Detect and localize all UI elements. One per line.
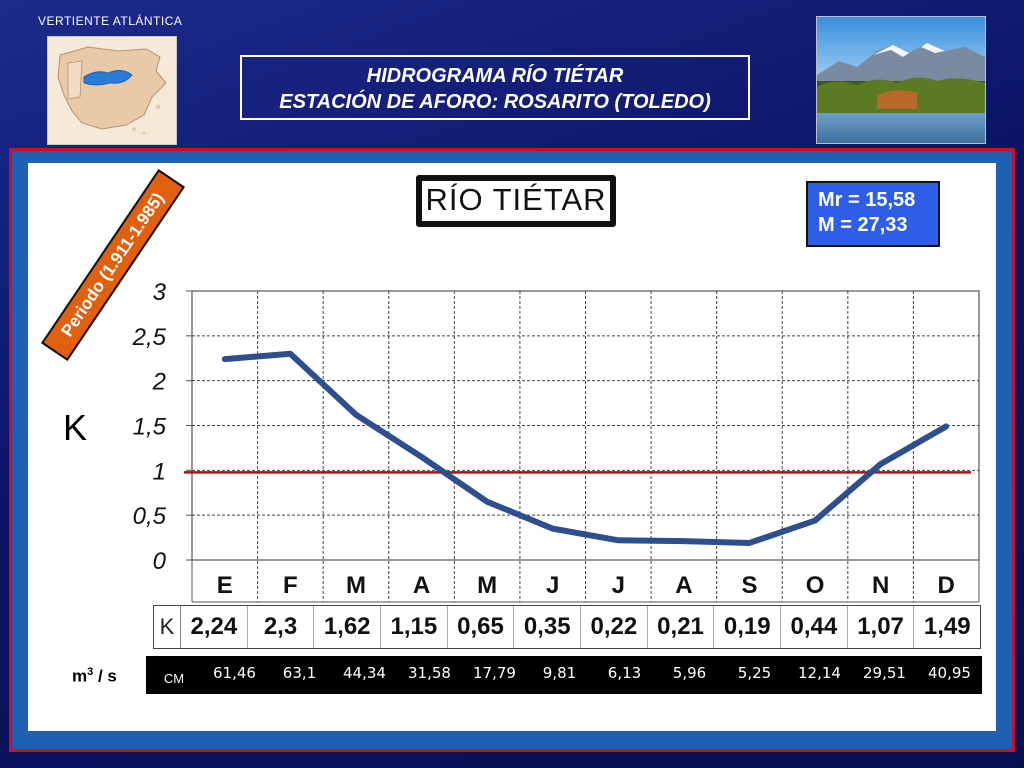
y-axis-label: K: [63, 407, 88, 448]
stats-box: Mr = 15,58 M = 27,33: [806, 181, 940, 247]
k-value-cell: 0,21: [648, 606, 715, 648]
series-point: [943, 423, 949, 429]
y-tick-label: 2: [152, 369, 166, 396]
y-tick-label: 0,5: [133, 503, 167, 530]
k-value-cell: 2,3: [248, 606, 315, 648]
k-value-cell: 0,19: [714, 606, 782, 648]
iberian-peninsula-map-icon: [47, 36, 177, 145]
cm-table-head: CM: [163, 670, 185, 686]
series-line-layer: [221, 350, 950, 546]
series-point: [287, 351, 293, 357]
flow-value-cell: 6,13: [607, 664, 642, 682]
k-value-cell: 2,24: [181, 606, 248, 648]
flow-value-cell: 61,46: [213, 664, 256, 682]
series-point: [484, 499, 490, 505]
units-label: m3 / s: [72, 666, 117, 687]
flow-value-cell: 9,81: [542, 664, 577, 682]
river-landscape-photo: [816, 16, 986, 144]
hydrograph-chart: 0 0,5 1 1,5 2 2,5 3 E F M A M J J A S O N D: [132, 279, 980, 603]
k-value-cell: 0,35: [514, 606, 582, 648]
flow-value-cell: 5,96: [672, 664, 707, 682]
k-values-table: K 2,24 2,3 1,62 1,15 0,65 0,35 0,22 0,21 0,19 0,4…: [153, 605, 981, 649]
series-point: [419, 454, 425, 460]
flow-value-cell: 44,34: [343, 664, 386, 682]
x-category-label: N: [872, 572, 889, 599]
x-category-label: J: [546, 572, 559, 599]
y-tick-label: 0: [153, 548, 167, 575]
x-category-label: A: [675, 572, 692, 599]
k-value-cell: 0,22: [581, 606, 648, 648]
x-category-label: A: [413, 572, 430, 599]
series-point: [878, 461, 884, 467]
series-point: [222, 356, 228, 362]
units-base: m: [72, 666, 88, 686]
flow-value-cell: 5,25: [737, 664, 772, 682]
main-title-line2: ESTACIÓN DE AFORO: ROSARITO (TOLEDO): [279, 91, 711, 113]
main-title-line1: HIDROGRAMA RÍO TIÉTAR: [366, 65, 624, 87]
x-category-label: J: [612, 572, 625, 599]
y-tick-label: 1,5: [133, 414, 167, 441]
series-point: [746, 540, 752, 546]
chart-frame: 0 0,5 1 1,5 2 2,5 3 E F M A M J J A S O N D RÍO TIÉTAR Mr…: [9, 148, 1015, 752]
region-label: VERTIENTE ATLÁNTICA: [38, 14, 183, 28]
x-category-label: S: [741, 572, 757, 599]
flow-value-cell: 31,58: [408, 664, 451, 682]
chart-title: RÍO TIÉTAR: [416, 175, 616, 227]
k-value-cell: 0,44: [781, 606, 848, 648]
x-category-label: D: [938, 572, 955, 599]
series-point: [681, 538, 687, 544]
flow-values-table: CM 61,46 63,1 44,34 31,58 17,79 9,81 6,13 5,96 5…: [146, 656, 982, 694]
chart-grid: [191, 290, 980, 603]
flow-value-cell: 12,14: [798, 664, 841, 682]
main-title-box: HIDROGRAMA RÍO TIÉTAR ESTACIÓN DE AFORO:…: [240, 55, 750, 120]
y-tick-label: 2,5: [132, 324, 167, 351]
k-value-cell: 1,15: [381, 606, 448, 648]
k-value-cell: 1,49: [923, 613, 971, 640]
series-point: [615, 537, 621, 543]
x-category-label: M: [477, 572, 497, 599]
series-point: [353, 412, 359, 418]
y-axis-ticks: 0 0,5 1 1,5 2 2,5 3: [132, 279, 192, 575]
k-value-cell: 1,07: [848, 606, 915, 648]
x-category-label: M: [346, 572, 366, 599]
k-value-cell: 1,62: [314, 606, 382, 648]
x-category-label: F: [283, 572, 298, 599]
k-table-head: K: [154, 606, 181, 648]
x-category-label: O: [806, 572, 825, 599]
chart-panel: 0 0,5 1 1,5 2 2,5 3 E F M A M J J A S O N D RÍO TIÉTAR Mr…: [28, 163, 996, 731]
x-category-label: E: [217, 572, 233, 599]
units-suffix: / s: [93, 666, 117, 686]
flow-value-cell: 40,95: [928, 664, 971, 682]
series-line: [221, 350, 950, 546]
flow-value-cell: 63,1: [282, 664, 317, 682]
y-tick-label: 1: [153, 458, 166, 485]
y-tick-label: 3: [153, 279, 167, 306]
series-point: [550, 526, 556, 532]
series-point: [812, 518, 818, 524]
stats-m: M = 27,33: [818, 214, 908, 236]
flow-value-cell: 29,51: [863, 664, 906, 682]
units-sup: 3: [87, 666, 94, 678]
k-value-cell: 0,65: [448, 606, 515, 648]
flow-value-cell: 17,79: [473, 664, 516, 682]
stats-mr: Mr = 15,58: [818, 189, 916, 211]
